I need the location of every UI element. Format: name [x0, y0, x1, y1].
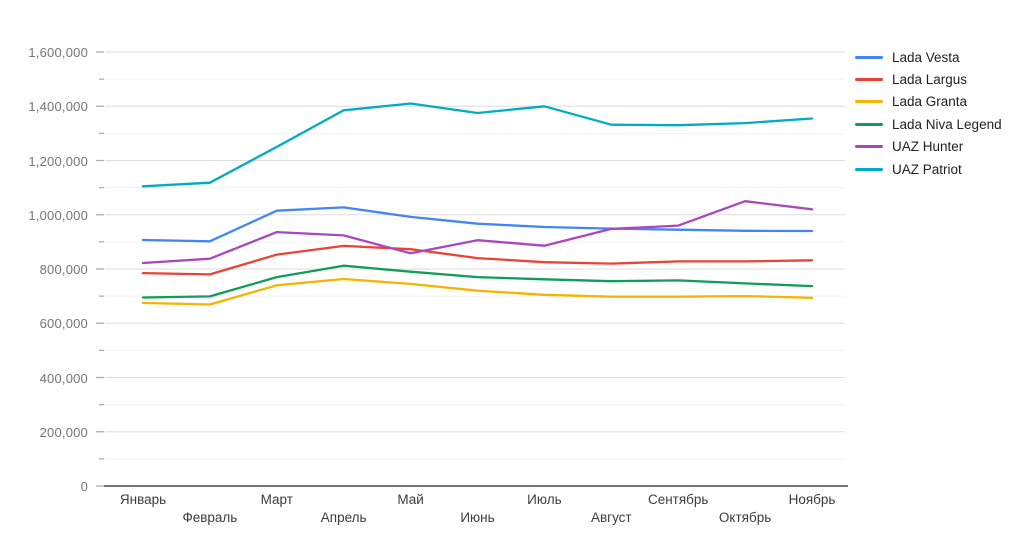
x-axis-month-label: Октябрь	[718, 510, 772, 525]
x-axis-month-label: Апрель	[320, 510, 367, 525]
y-axis-tick-label: 1,000,000	[28, 207, 88, 223]
x-axis-month-label: Июль	[527, 492, 562, 507]
legend-item-uaz-patriot: UAZ Patriot	[855, 158, 962, 180]
legend-label: UAZ Patriot	[892, 161, 962, 177]
series-line-uaz-patriot	[141, 102, 814, 188]
series-line-uaz-hunter	[141, 200, 814, 265]
x-axis-month-label: Июнь	[460, 510, 495, 525]
legend-label: Lada Largus	[892, 71, 968, 87]
x-axis-month-label: Март	[260, 492, 293, 507]
series-line-lada-niva-legend	[141, 264, 814, 299]
legend-swatch	[855, 145, 883, 149]
y-axis-tick-label: 1,400,000	[28, 99, 88, 115]
legend-swatch	[855, 100, 883, 104]
x-axis-month-label: Февраль	[182, 510, 238, 525]
y-axis-tick-label: 1,600,000	[28, 45, 88, 60]
legend-label: Lada Vesta	[892, 49, 960, 65]
y-axis-tick-label: 600,000	[39, 316, 88, 332]
x-axis-month-label: Сентябрь	[647, 492, 709, 507]
legend-swatch	[855, 77, 883, 81]
legend-swatch	[855, 122, 883, 126]
series-line-lada-largus	[141, 244, 814, 276]
y-axis-tick-label: 0	[80, 479, 88, 494]
legend-item-lada-vesta: Lada Vesta	[855, 46, 960, 68]
y-axis-tick-label: 800,000	[39, 262, 88, 277]
legend-label: Lada Niva Legend	[892, 116, 1002, 132]
x-axis-month-label: Январь	[119, 492, 167, 507]
x-axis-month-label: Май	[397, 492, 424, 507]
x-axis-month-label: Ноябрь	[788, 492, 836, 507]
series-line-lada-granta	[141, 277, 814, 306]
series-line-lada-vesta	[141, 206, 814, 243]
legend-label: UAZ Hunter	[892, 139, 964, 155]
legend-item-lada-niva-legend: Lada Niva Legend	[855, 113, 1002, 135]
y-axis-tick-label: 200,000	[39, 424, 88, 440]
legend-label: Lada Granta	[892, 94, 968, 110]
x-axis-month-label: Август	[590, 510, 632, 525]
legend-item-uaz-hunter: UAZ Hunter	[855, 136, 963, 158]
y-axis-tick-label: 1,200,000	[28, 153, 88, 169]
legend-item-lada-largus: Lada Largus	[855, 68, 967, 90]
legend-swatch	[855, 167, 883, 171]
legend-item-lada-granta: Lada Granta	[855, 91, 967, 113]
y-axis-tick-label: 400,000	[39, 370, 88, 386]
legend-swatch	[855, 55, 883, 59]
